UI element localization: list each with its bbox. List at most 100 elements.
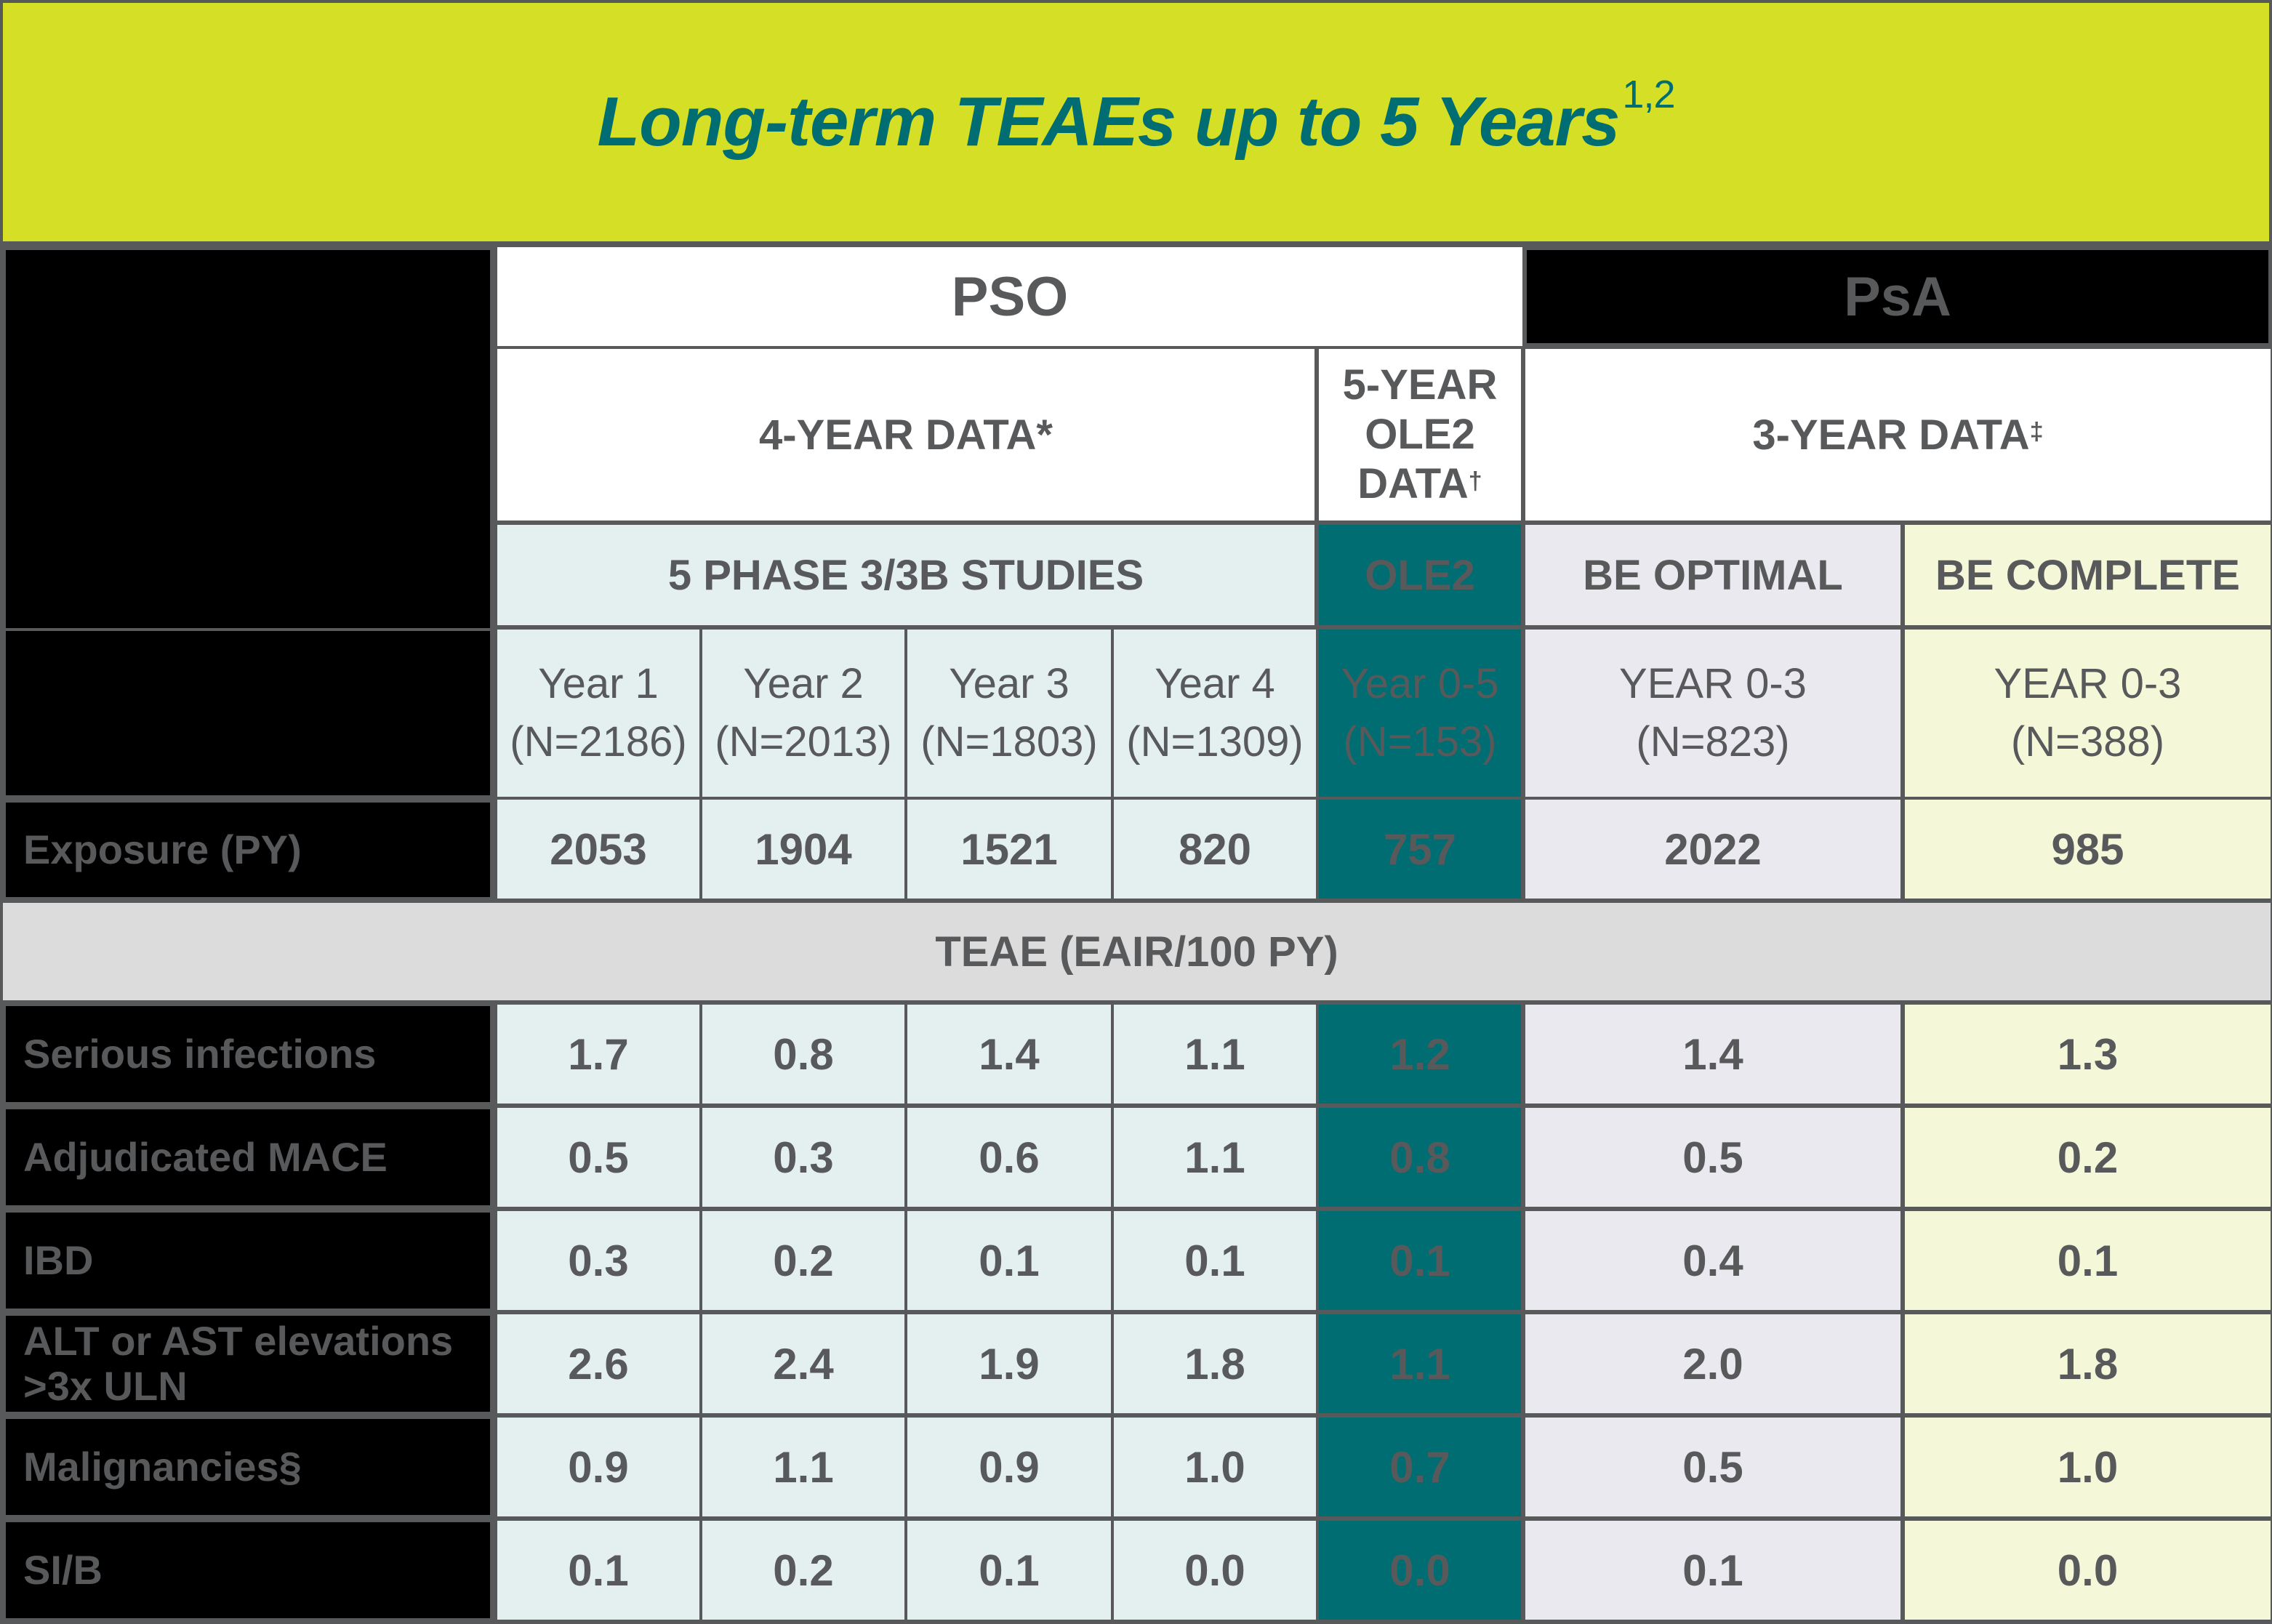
data-cell: 1.4 — [1525, 1005, 1900, 1104]
period-header: Year 1 (N=2186) — [497, 630, 699, 797]
title-band: Long-term TEAEs up to 5 Years1,2 — [3, 3, 2269, 241]
period-n: (N=2013) — [715, 718, 892, 765]
period-header: YEAR 0-3 (N=823) — [1525, 630, 1900, 797]
study-header-pso: 5 PHASE 3/3B STUDIES — [497, 525, 1314, 625]
header-psa-3yr-text: 3-YEAR DATA — [1752, 411, 2030, 459]
data-cell: 0.1 — [1319, 1211, 1521, 1310]
data-cell: 1.1 — [702, 1418, 904, 1516]
study-header-be-complete: BE COMPLETE — [1905, 525, 2271, 625]
period-label: YEAR 0-3 — [1619, 660, 1807, 707]
study-header-ole2: OLE2 — [1319, 525, 1521, 625]
period-header: YEAR 0-3 (N=388) — [1905, 630, 2271, 797]
row-label-exposure: Exposure (PY) — [6, 803, 490, 897]
data-cell: 0.3 — [702, 1108, 904, 1207]
data-cell: 0.7 — [1319, 1418, 1521, 1516]
group-header-pso: PSO — [497, 247, 1522, 346]
exposure-cell: 2053 — [497, 800, 699, 899]
data-cell: 0.1 — [1114, 1211, 1316, 1310]
data-cell: 0.1 — [497, 1521, 699, 1620]
data-cell: 1.8 — [1905, 1314, 2271, 1413]
row-label: ALT or AST elevations >3x ULN — [6, 1316, 490, 1412]
data-cell: 0.9 — [907, 1418, 1111, 1516]
data-cell: 1.0 — [1114, 1418, 1316, 1516]
data-cell: 0.8 — [1319, 1108, 1521, 1207]
data-cell: 0.4 — [1525, 1211, 1900, 1310]
title-superscript: 1,2 — [1622, 73, 1675, 116]
period-n: (N=2186) — [510, 718, 687, 765]
page-title: Long-term TEAEs up to 5 Years1,2 — [597, 73, 1675, 162]
row-label: Serious infections — [6, 1006, 490, 1102]
period-n: (N=1803) — [920, 718, 1098, 765]
data-cell: 0.5 — [1525, 1108, 1900, 1207]
group-header-psa: PsA — [1527, 250, 2268, 343]
row-label: SI/B — [6, 1522, 490, 1618]
header-ole2-line3-text: DATA — [1357, 460, 1469, 507]
data-cell: 2.0 — [1525, 1314, 1900, 1413]
corner-header-cell — [6, 250, 490, 628]
header-pso-4yr-text: 4-YEAR DATA — [759, 411, 1037, 459]
data-cell: 1.2 — [1319, 1005, 1521, 1104]
footnote-mark: * — [1036, 411, 1053, 459]
data-cell: 0.8 — [702, 1005, 904, 1104]
data-cell: 0.1 — [1525, 1521, 1900, 1620]
data-cell: 1.1 — [1319, 1314, 1521, 1413]
data-cell: 0.0 — [1905, 1521, 2271, 1620]
period-n: (N=823) — [1636, 718, 1790, 765]
period-label: Year 0-5 — [1341, 660, 1499, 707]
data-cell: 0.2 — [702, 1521, 904, 1620]
period-label: Year 3 — [949, 660, 1069, 707]
period-header: Year 4 (N=1309) — [1114, 630, 1316, 797]
data-cell: 0.1 — [1905, 1211, 2271, 1310]
period-label: Year 1 — [538, 660, 659, 707]
data-cell: 0.1 — [907, 1521, 1111, 1620]
period-n: (N=153) — [1343, 718, 1497, 765]
header-psa-3yr: 3-YEAR DATA ‡ — [1525, 349, 2271, 520]
row-label: IBD — [6, 1213, 490, 1309]
exposure-cell: 1904 — [702, 800, 904, 899]
data-cell: 0.2 — [1905, 1108, 2271, 1207]
header-ole2-line3: DATA† — [1357, 459, 1482, 509]
exposure-cell: 1521 — [907, 800, 1111, 899]
data-cell: 0.9 — [497, 1418, 699, 1516]
period-header: Year 2 (N=2013) — [702, 630, 904, 797]
data-cell: 1.7 — [497, 1005, 699, 1104]
header-ole2-line1: 5-YEAR — [1342, 361, 1498, 409]
data-cell: 0.0 — [1319, 1521, 1521, 1620]
footnote-mark: † — [1468, 467, 1482, 495]
period-label: Year 2 — [743, 660, 864, 707]
period-label: YEAR 0-3 — [1994, 660, 2182, 707]
data-cell: 2.6 — [497, 1314, 699, 1413]
data-cell: 0.6 — [907, 1108, 1111, 1207]
exposure-cell: 820 — [1114, 800, 1316, 899]
teae-band: TEAE (EAIR/100 PY) — [3, 903, 2271, 1000]
data-cell: 1.3 — [1905, 1005, 2271, 1104]
header-pso-4yr: 4-YEAR DATA * — [497, 349, 1314, 520]
data-cell: 1.1 — [1114, 1005, 1316, 1104]
period-label-cell — [6, 631, 490, 795]
period-header: Year 0-5 (N=153) — [1319, 630, 1521, 797]
data-cell: 0.2 — [702, 1211, 904, 1310]
title-text: Long-term TEAEs up to 5 Years — [597, 83, 1620, 161]
header-ole2-line2: OLE2 — [1365, 411, 1475, 458]
exposure-cell: 2022 — [1525, 800, 1900, 899]
data-cell: 2.4 — [702, 1314, 904, 1413]
exposure-cell: 757 — [1319, 800, 1521, 899]
period-header: Year 3 (N=1803) — [907, 630, 1111, 797]
period-n: (N=388) — [2010, 718, 2165, 765]
footnote-mark: ‡ — [2029, 417, 2044, 446]
period-n: (N=1309) — [1126, 718, 1304, 765]
data-cell: 1.0 — [1905, 1418, 2271, 1516]
data-cell: 1.4 — [907, 1005, 1111, 1104]
row-label: Malignancies§ — [6, 1419, 490, 1515]
exposure-cell: 985 — [1905, 800, 2271, 899]
header-ole2-5yr: 5-YEAR OLE2 DATA† — [1319, 349, 1521, 520]
row-label: Adjudicated MACE — [6, 1109, 490, 1205]
data-cell: 1.1 — [1114, 1108, 1316, 1207]
data-cell: 0.5 — [497, 1108, 699, 1207]
data-cell: 0.0 — [1114, 1521, 1316, 1620]
study-header-be-optimal: BE OPTIMAL — [1525, 525, 1900, 625]
data-cell: 0.1 — [907, 1211, 1111, 1310]
data-cell: 0.5 — [1525, 1418, 1900, 1516]
data-cell: 1.8 — [1114, 1314, 1316, 1413]
data-cell: 0.3 — [497, 1211, 699, 1310]
